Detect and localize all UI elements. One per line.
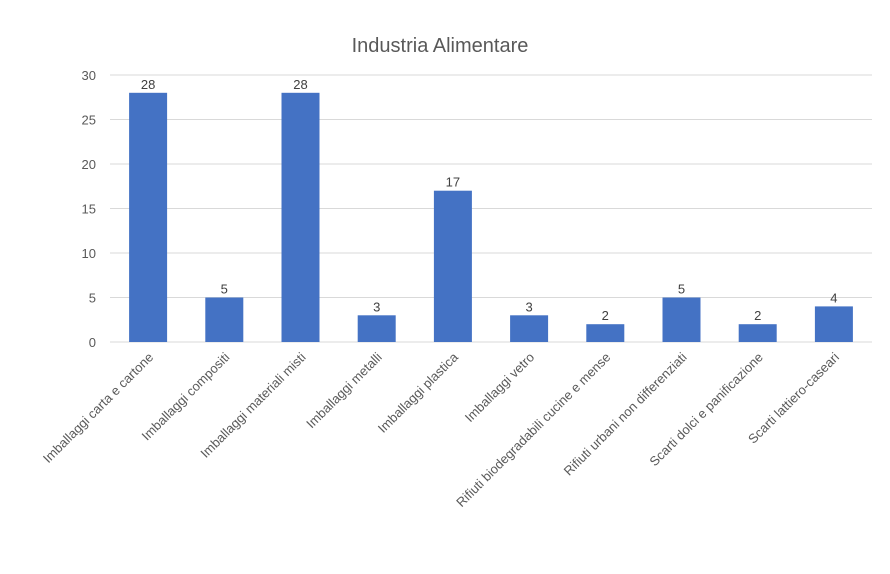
- y-tick-label: 0: [89, 335, 96, 350]
- y-tick-label: 20: [82, 157, 96, 172]
- x-tick-label: Imballaggi plastica: [375, 349, 462, 436]
- x-tick-label: Imballaggi metalli: [303, 349, 385, 431]
- data-label: 2: [754, 308, 761, 323]
- data-label: 3: [373, 299, 380, 314]
- x-tick-label: Rifiuti urbani non differenziati: [561, 349, 690, 478]
- data-label: 4: [830, 290, 837, 305]
- y-axis: 0 5 10 15 20 25 30: [82, 68, 96, 350]
- y-tick-label: 5: [89, 291, 96, 306]
- data-label: 28: [293, 77, 307, 92]
- y-tick-label: 15: [82, 202, 96, 217]
- bar: [129, 92, 168, 342]
- bar: [205, 297, 244, 342]
- chart-title: Industria Alimentare: [352, 35, 529, 57]
- data-label: 5: [221, 282, 228, 297]
- bar: [814, 306, 853, 342]
- data-labels: 28 5 28 3 17 3 2 5 2 4: [141, 77, 838, 323]
- bar: [281, 92, 320, 342]
- bar: [357, 315, 396, 342]
- bar: [662, 297, 701, 342]
- data-label: 28: [141, 77, 155, 92]
- data-label: 2: [602, 308, 609, 323]
- bar: [433, 190, 472, 342]
- bar: [510, 315, 549, 342]
- data-label: 3: [525, 299, 532, 314]
- x-tick-label: Imballaggi vetro: [462, 350, 538, 426]
- x-tick-label: Imballaggi carta e cartone: [40, 350, 156, 466]
- x-tick-label: Rifiuti biodegradabili cucine e mense: [453, 350, 613, 510]
- y-tick-label: 25: [82, 113, 96, 128]
- bar: [586, 324, 625, 342]
- data-label: 17: [446, 175, 460, 190]
- bars: [129, 92, 853, 342]
- y-tick-label: 30: [82, 68, 96, 83]
- y-tick-label: 10: [82, 246, 96, 261]
- data-label: 5: [678, 282, 685, 297]
- bar: [738, 324, 777, 342]
